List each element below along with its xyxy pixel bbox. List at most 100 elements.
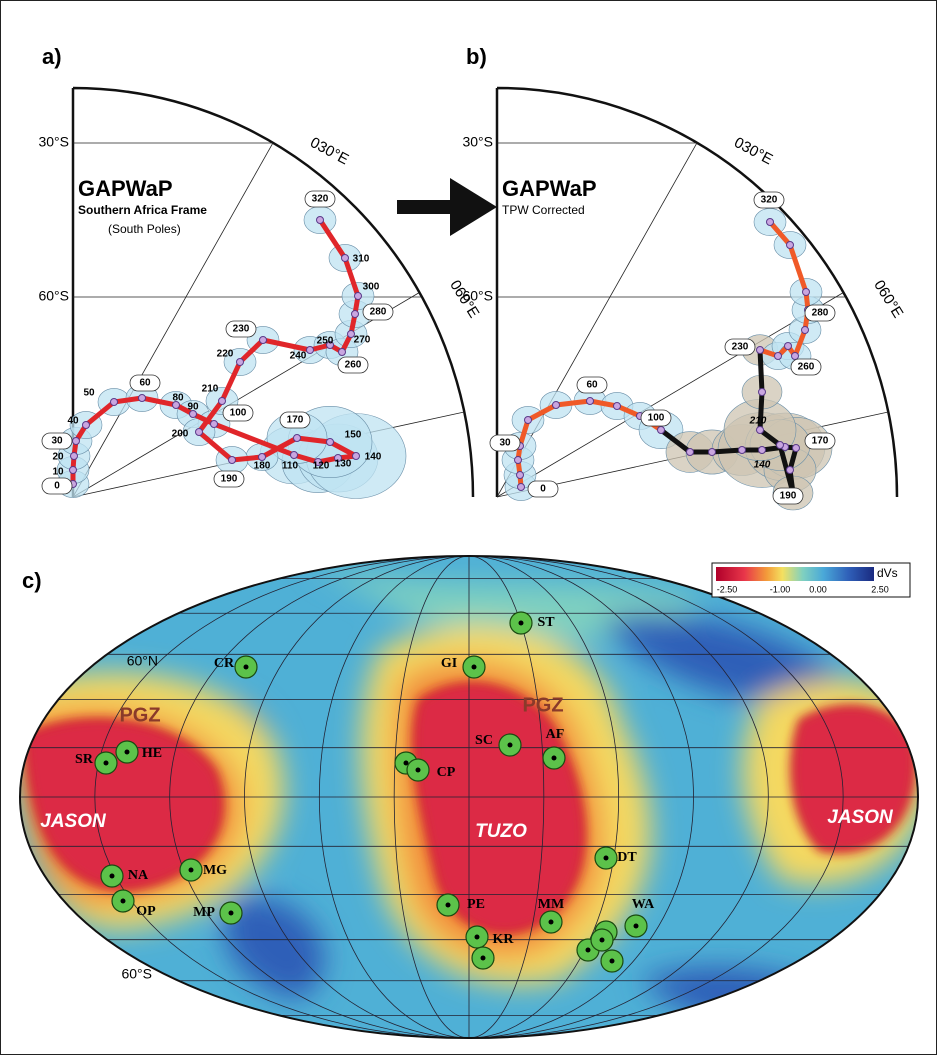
pole-point [83, 422, 90, 429]
pole-point [787, 467, 794, 474]
site-label: SC [475, 733, 493, 748]
age-label: 110 [282, 461, 299, 472]
age-label: 60 [139, 378, 151, 389]
age-label: 150 [345, 430, 362, 441]
figure: a)30°S60°S030°E060°EGAPWaPSouthern Afric… [0, 0, 937, 1055]
site-dot [189, 868, 194, 873]
site-label: MG [203, 863, 227, 878]
pole-point [587, 398, 594, 405]
colorbar [716, 567, 874, 581]
age-label: 100 [230, 408, 247, 419]
site-label: KR [493, 932, 515, 947]
pole-point [294, 435, 301, 442]
site-dot [446, 903, 451, 908]
age-label: 30 [51, 436, 63, 447]
age-label: 310 [353, 254, 370, 265]
pole-point [614, 403, 621, 410]
pole-point [739, 447, 746, 454]
age-label: 100 [648, 413, 665, 424]
pole-point [803, 289, 810, 296]
age-label: 260 [798, 362, 815, 373]
latitude-label: 60°N [127, 653, 158, 669]
pole-point [553, 402, 560, 409]
pole-point [260, 337, 267, 344]
panel-a: a)30°S60°S030°E060°EGAPWaPSouthern Afric… [38, 44, 482, 499]
age-label: 280 [812, 308, 829, 319]
age-label: 230 [732, 342, 749, 353]
age-label: 10 [52, 467, 64, 478]
pole-point [658, 427, 665, 434]
pole-point [785, 343, 792, 350]
site-dot [610, 959, 615, 964]
site-dot [600, 938, 605, 943]
pole-point [709, 449, 716, 456]
latitude-label: 60°S [121, 966, 152, 982]
pole-point [327, 439, 334, 446]
site-label: CR [214, 656, 235, 671]
colorbar-tick: 0.00 [809, 584, 827, 594]
latitude-label: 60°S [462, 288, 493, 304]
site-label: HE [142, 746, 162, 761]
age-label: 140 [365, 452, 382, 463]
apwp-segment [232, 457, 262, 460]
pole-point [792, 353, 799, 360]
pole-point [518, 484, 525, 491]
pole-point [342, 255, 349, 262]
age-label: 320 [312, 194, 329, 205]
colorbar-tick: 2.50 [871, 584, 889, 594]
site-label: CP [437, 765, 456, 780]
pole-point [317, 217, 324, 224]
age-label: 230 [233, 324, 250, 335]
site-dot [634, 924, 639, 929]
province-label: TUZO [475, 821, 527, 842]
age-label: 260 [345, 360, 362, 371]
colorbar-tick: -1.00 [770, 584, 791, 594]
age-label: 190 [221, 474, 238, 485]
pole-point [793, 445, 800, 452]
panel-label: b) [466, 44, 487, 69]
longitude-label: 060°E [870, 277, 906, 321]
pole-point [775, 353, 782, 360]
age-label: 30 [499, 438, 511, 449]
age-label: 220 [217, 349, 234, 360]
province-label: JASON [40, 811, 107, 832]
site-label: WA [632, 897, 655, 912]
age-label: 240 [290, 351, 307, 362]
site-label: SR [75, 752, 94, 767]
pole-point [515, 457, 522, 464]
pole-point [339, 349, 346, 356]
age-label: 120 [313, 461, 330, 472]
pole-point [802, 327, 809, 334]
site-dot [586, 948, 591, 953]
pole-point [353, 453, 360, 460]
pole-point [517, 472, 524, 479]
site-dot [244, 665, 249, 670]
pole-point [355, 293, 362, 300]
site-label: MM [538, 897, 564, 912]
longitude-label: 030°E [731, 134, 775, 168]
pole-point [291, 452, 298, 459]
site-dot [481, 956, 486, 961]
site-dot [229, 911, 234, 916]
pole-point [229, 457, 236, 464]
frame-note: (South Poles) [108, 222, 181, 236]
pole-point [259, 454, 266, 461]
colorbar-title: dVs [877, 566, 898, 580]
panel-label: c) [22, 568, 42, 593]
apwp-segment [760, 350, 762, 392]
site-dot [416, 768, 421, 773]
pole-point [777, 442, 784, 449]
site-dot [519, 621, 524, 626]
reference-frame: Southern Africa Frame [78, 203, 207, 217]
age-label: 170 [812, 436, 829, 447]
colorbar-tick: -2.50 [717, 584, 738, 594]
latitude-label: 30°S [38, 134, 69, 150]
pole-point [211, 421, 218, 428]
site-dot [125, 750, 130, 755]
age-label: 80 [172, 393, 184, 404]
age-label: 130 [335, 459, 352, 470]
pole-point [757, 347, 764, 354]
pole-point [196, 429, 203, 436]
site-dot [121, 899, 126, 904]
